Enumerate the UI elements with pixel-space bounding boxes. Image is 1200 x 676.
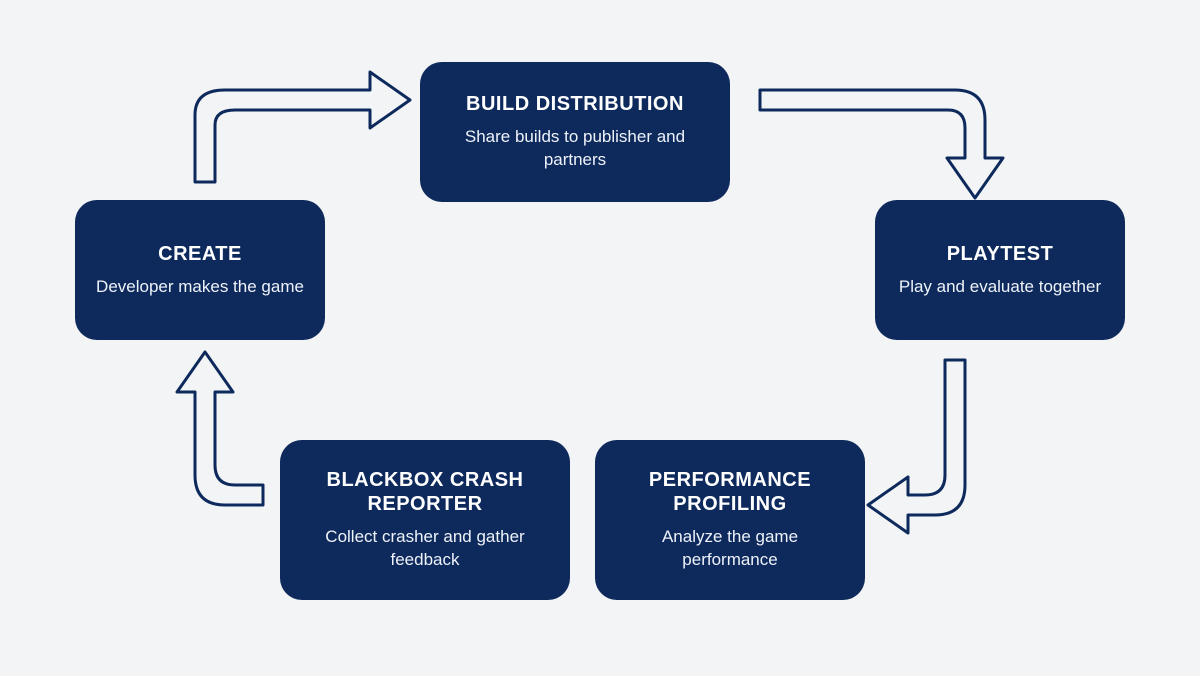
node-title: PERFORMANCE PROFILING	[615, 468, 845, 516]
node-performance-profiling: PERFORMANCE PROFILING Analyze the game p…	[595, 440, 865, 600]
node-desc: Share builds to publisher and partners	[440, 126, 710, 172]
node-playtest: PLAYTEST Play and evaluate together	[875, 200, 1125, 340]
node-title: BUILD DISTRIBUTION	[466, 92, 684, 116]
node-desc: Collect crasher and gather feedback	[300, 526, 550, 572]
node-desc: Play and evaluate together	[899, 276, 1101, 299]
node-title: BLACKBOX CRASH REPORTER	[300, 468, 550, 516]
cycle-diagram: BUILD DISTRIBUTION Share builds to publi…	[0, 0, 1200, 676]
node-desc: Developer makes the game	[96, 276, 304, 299]
node-create: CREATE Developer makes the game	[75, 200, 325, 340]
arrow-crash-to-create	[177, 352, 263, 505]
arrow-build-to-playtest	[760, 90, 1003, 198]
node-blackbox-crash-reporter: BLACKBOX CRASH REPORTER Collect crasher …	[280, 440, 570, 600]
arrow-playtest-to-profiling	[868, 360, 965, 533]
node-title: CREATE	[158, 242, 242, 266]
node-desc: Analyze the game performance	[615, 526, 845, 572]
node-build-distribution: BUILD DISTRIBUTION Share builds to publi…	[420, 62, 730, 202]
node-title: PLAYTEST	[947, 242, 1054, 266]
arrow-create-to-build	[195, 72, 410, 182]
